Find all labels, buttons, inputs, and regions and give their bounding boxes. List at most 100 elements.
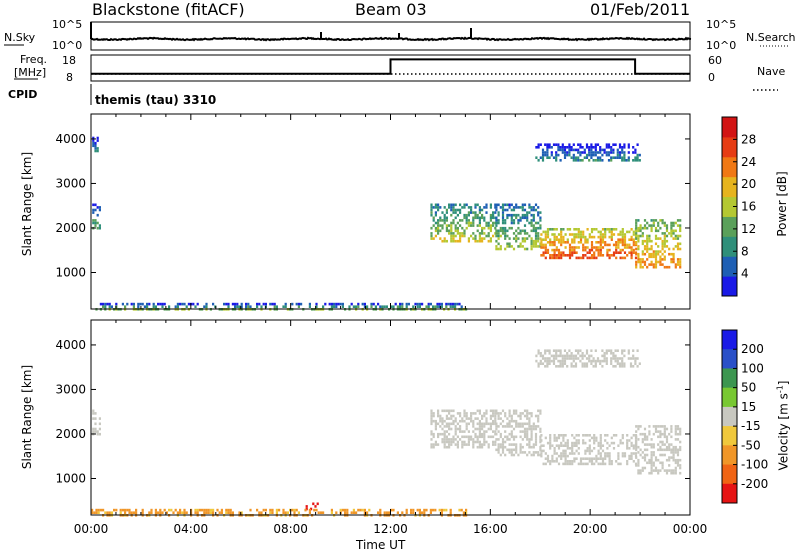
velocity-cell <box>623 452 627 455</box>
velocity-cell <box>561 365 564 368</box>
power-cell <box>530 208 533 212</box>
velocity-cell <box>472 425 475 428</box>
power-cell <box>483 219 486 222</box>
power-cell <box>555 235 558 239</box>
velocity-cell <box>159 508 162 512</box>
velocity-cell <box>544 359 547 363</box>
velocity-cell <box>539 409 542 413</box>
velocity-cell <box>519 425 522 428</box>
velocity-cell <box>124 508 127 512</box>
velocity-cell <box>572 359 575 363</box>
velocity-cell <box>102 508 105 512</box>
power-cell <box>617 233 620 236</box>
power-cell <box>227 302 230 306</box>
velocity-cell <box>629 362 633 365</box>
velocity-cell <box>478 432 481 436</box>
power-cell <box>654 258 658 261</box>
velocity-cell <box>555 352 558 355</box>
velocity-cell <box>448 445 451 449</box>
velocity-cell <box>544 436 547 440</box>
power-cell <box>92 139 95 142</box>
power-cell <box>577 148 580 152</box>
velocity-cell <box>608 454 611 458</box>
velocity-cell <box>634 439 638 442</box>
velocity-cell <box>429 508 432 512</box>
power-cell <box>639 234 642 238</box>
velocity-cell <box>495 425 498 428</box>
velocity-cell <box>668 469 671 472</box>
power-cell <box>537 239 540 243</box>
velocity-cell <box>474 432 477 436</box>
power-cell <box>99 302 102 306</box>
velocity-cell <box>521 430 524 433</box>
power-cell <box>506 208 509 212</box>
power-cell <box>432 305 435 308</box>
power-cell <box>497 221 500 225</box>
power-cell <box>628 246 631 249</box>
velocity-cell <box>510 453 513 457</box>
velocity-cell <box>91 508 94 512</box>
power-cell <box>132 302 135 306</box>
velocity-cell <box>621 359 624 363</box>
velocity-cell <box>517 425 520 428</box>
velocity-cell <box>448 422 451 426</box>
power-cell <box>639 263 642 266</box>
velocity-cell <box>601 444 605 447</box>
power-cell <box>549 243 552 247</box>
velocity-cell <box>489 422 492 426</box>
velocity-cell <box>437 412 440 415</box>
power-cell <box>674 229 677 233</box>
velocity-cell <box>579 457 583 460</box>
power-colorbar-tick-label: 12 <box>741 222 756 236</box>
velocity-cell <box>559 354 562 358</box>
power-cell <box>196 302 199 306</box>
power-cell <box>577 235 580 239</box>
velocity-cell <box>452 414 455 418</box>
velocity-cell <box>515 412 518 415</box>
power-cell <box>478 232 481 235</box>
velocity-cell <box>494 430 497 433</box>
velocity-cell <box>448 412 451 415</box>
velocity-cell <box>528 427 531 431</box>
velocity-cell <box>659 469 662 472</box>
power-cell <box>461 232 464 235</box>
velocity-cell <box>437 432 440 436</box>
velocity-cell <box>626 441 629 445</box>
velocity-cell <box>176 511 179 514</box>
velocity-cell <box>637 458 640 462</box>
velocity-cell <box>566 447 569 450</box>
power-colorbar-tick-label: 24 <box>741 155 756 169</box>
power-cell <box>599 248 602 252</box>
power-cell <box>341 305 344 308</box>
velocity-cell <box>537 362 540 365</box>
velocity-cell <box>610 441 613 445</box>
velocity-cell <box>438 508 441 512</box>
power-cell <box>634 148 637 152</box>
velocity-cell <box>559 349 562 352</box>
power-cell <box>590 248 594 252</box>
velocity-cell <box>132 511 135 514</box>
power-cell <box>504 208 507 212</box>
power-cell <box>530 247 533 251</box>
velocity-cell <box>627 352 630 355</box>
velocity-cell <box>430 432 433 436</box>
velocity-cell <box>495 432 498 436</box>
power-cell <box>521 245 524 248</box>
power-cell <box>92 221 95 225</box>
power-cell <box>537 221 540 225</box>
power-cell <box>530 219 533 222</box>
velocity-cell <box>568 460 572 463</box>
nave-tick-bottom: 0 <box>708 71 715 84</box>
power-cell <box>639 226 642 230</box>
velocity-cell <box>553 436 556 440</box>
velocity-cell <box>526 430 529 433</box>
velocity-cell <box>539 354 542 358</box>
power-cell <box>256 302 259 306</box>
power-cell <box>623 246 627 249</box>
power-cell <box>593 235 596 239</box>
power-cell <box>521 229 524 233</box>
velocity-cell <box>665 448 669 452</box>
power-cell <box>434 213 437 217</box>
power-cell <box>492 224 495 227</box>
power-cell <box>590 230 594 234</box>
